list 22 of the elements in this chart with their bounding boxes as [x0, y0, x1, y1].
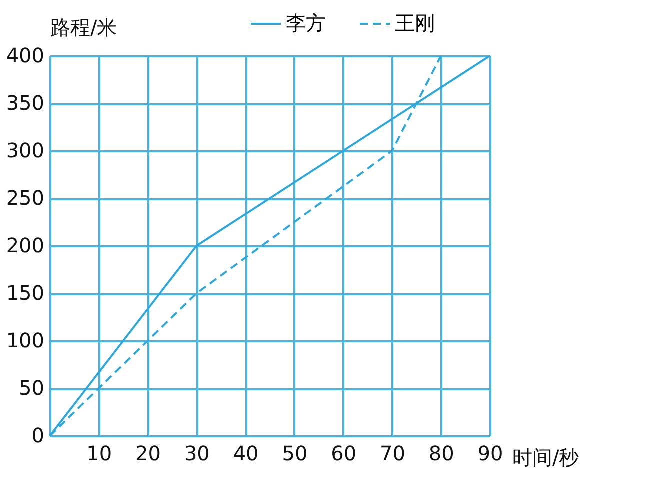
x-tick-label: 20 — [136, 442, 162, 466]
y-tick-label: 200 — [6, 234, 44, 258]
y-tick-label: 100 — [6, 328, 44, 352]
y-tick-label: 0 — [32, 424, 44, 448]
x-tick-label: 30 — [184, 442, 210, 466]
legend-label: 王刚 — [395, 11, 435, 35]
y-tick-label: 50 — [19, 376, 44, 400]
y-tick-label: 350 — [6, 91, 44, 115]
x-axis-title: 时间/秒 — [512, 446, 580, 470]
y-axis-title: 路程/米 — [50, 16, 118, 40]
legend-label: 李方 — [286, 11, 326, 35]
x-tick-label: 40 — [233, 442, 259, 466]
x-tick-label: 10 — [86, 442, 112, 466]
y-tick-label: 150 — [6, 281, 44, 305]
y-tick-label: 400 — [6, 44, 44, 68]
x-tick-label: 50 — [282, 442, 308, 466]
x-tick-label: 60 — [331, 442, 357, 466]
y-tick-label: 300 — [6, 138, 44, 162]
x-tick-label: 70 — [380, 442, 406, 466]
y-tick-label: 250 — [6, 186, 44, 210]
x-tick-label: 80 — [428, 442, 454, 466]
x-tick-label: 90 — [478, 442, 504, 466]
